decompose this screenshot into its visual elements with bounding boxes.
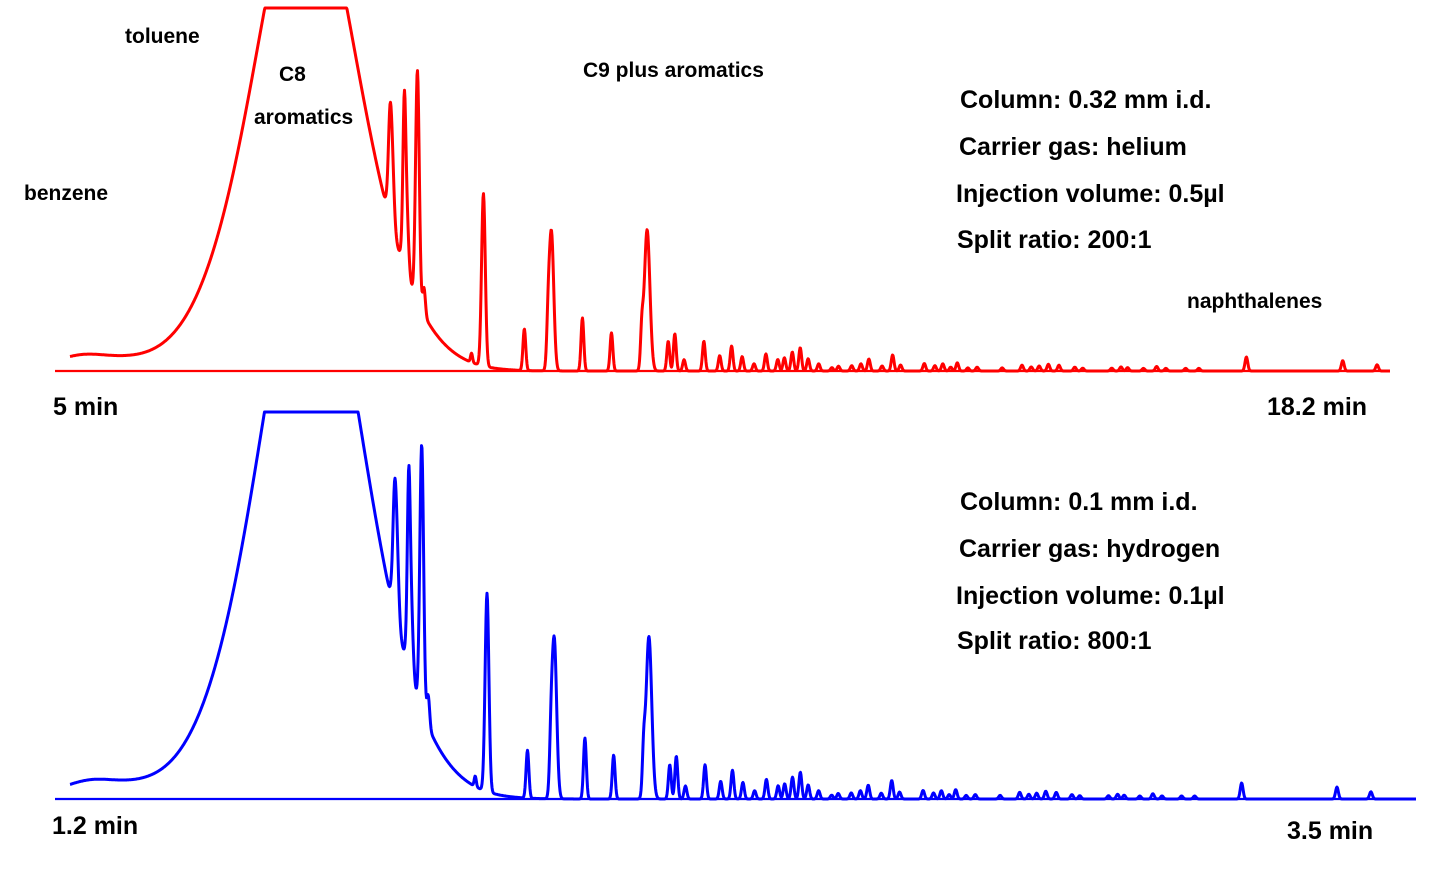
top-chromatogram-trace — [69, 6, 1391, 373]
bottom-injection-text: Injection volume: 0.1µl — [956, 582, 1225, 610]
bottom-chromatogram-trace — [69, 410, 1417, 801]
top-split-text: Split ratio: 200:1 — [957, 226, 1152, 254]
label-naphthalenes: naphthalenes — [1187, 290, 1323, 313]
bottom-carrier-text: Carrier gas: hydrogen — [959, 535, 1221, 563]
label-c9-plus-aromatics: C9 plus aromatics — [583, 59, 764, 82]
bottom-column-text: Column: 0.1 mm i.d. — [960, 488, 1198, 516]
label-c8-aromatics: aromatics — [254, 106, 354, 129]
top-injection-text: Injection volume: 0.5µl — [956, 180, 1225, 208]
top-carrier-text: Carrier gas: helium — [959, 133, 1187, 161]
top-x-end-label: 18.2 min — [1267, 393, 1368, 421]
bottom-x-start-label: 1.2 min — [52, 812, 139, 840]
top-x-start-label: 5 min — [53, 393, 119, 421]
bottom-x-end-label: 3.5 min — [1287, 817, 1374, 845]
top-column-text: Column: 0.32 mm i.d. — [960, 86, 1212, 114]
label-c8: C8 — [279, 63, 306, 86]
label-benzene: benzene — [24, 182, 109, 205]
label-toluene: toluene — [125, 25, 200, 48]
bottom-split-text: Split ratio: 800:1 — [957, 627, 1152, 655]
